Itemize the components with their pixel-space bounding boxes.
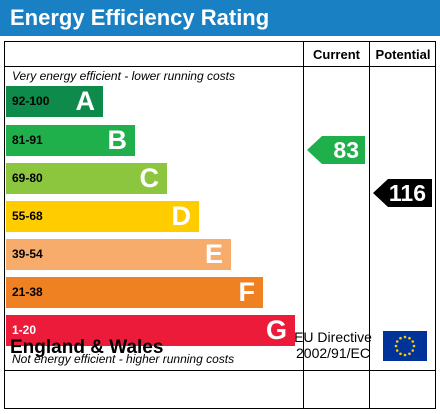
band-d: 55-68 D: [6, 201, 199, 232]
current-rating-value: 83: [333, 137, 359, 163]
eu-star-icon: [411, 340, 415, 343]
band-range: 55-68: [12, 209, 43, 223]
band-letter: D: [171, 201, 192, 231]
band-letter: F: [238, 277, 256, 307]
top-caption: Very energy efficient - lower running co…: [12, 69, 235, 83]
bottom-caption: Not energy efficient - higher running co…: [12, 352, 235, 366]
band-a: 92-100 A: [6, 86, 103, 117]
band-range: 39-54: [12, 247, 43, 261]
potential-column-header: Potential: [375, 47, 431, 62]
eu-star-icon: [399, 352, 402, 356]
eu-star-icon: [411, 349, 415, 352]
band-letter: E: [204, 239, 223, 269]
title-bar: Energy Efficiency Rating: [0, 0, 440, 36]
rating-chart: Current Potential Very energy efficient …: [4, 41, 436, 409]
current-rating-arrow: 83: [307, 136, 365, 164]
footer-divider: [5, 370, 435, 371]
band-range: 92-100: [12, 94, 50, 108]
band-letter: A: [75, 86, 96, 116]
eu-star-icon: [403, 335, 407, 339]
band-b: 81-91 B: [6, 125, 135, 156]
band-letter: G: [265, 315, 287, 345]
band-range: 69-80: [12, 171, 43, 185]
band-e: 39-54 E: [6, 239, 231, 270]
eu-star-icon: [395, 349, 399, 352]
eu-star-icon: [403, 353, 407, 357]
header-divider: [5, 66, 435, 67]
eu-stars: [394, 335, 416, 357]
band-letter: B: [107, 125, 128, 155]
band-range: 81-91: [12, 133, 43, 147]
eu-flag-icon: [383, 331, 427, 361]
eu-star-icon: [408, 336, 411, 340]
divider-potential: [369, 42, 370, 408]
eu-star-icon: [399, 336, 402, 340]
directive-line-1: EU Directive: [294, 329, 372, 345]
potential-rating-arrow: 116: [373, 179, 432, 207]
eu-star-icon: [395, 340, 399, 343]
band-letter: C: [139, 163, 160, 193]
eu-star-icon: [394, 344, 398, 348]
band-range: 1-20: [12, 323, 37, 337]
eu-star-icon: [408, 352, 411, 356]
divider-current: [303, 42, 304, 408]
band-f: 21-38 F: [6, 277, 263, 308]
current-column-header: Current: [313, 47, 360, 62]
eu-star-icon: [412, 344, 416, 348]
page-title: Energy Efficiency Rating: [10, 5, 270, 30]
potential-rating-value: 116: [388, 180, 426, 206]
eu-directive: EU Directive 2002/91/EC: [290, 329, 376, 361]
band-g: 1-20 G: [6, 315, 295, 346]
band-range: 21-38: [12, 285, 43, 299]
band-c: 69-80 C: [6, 163, 167, 194]
region-label: England & Wales: [10, 337, 164, 358]
directive-line-2: 2002/91/EC: [296, 345, 370, 361]
